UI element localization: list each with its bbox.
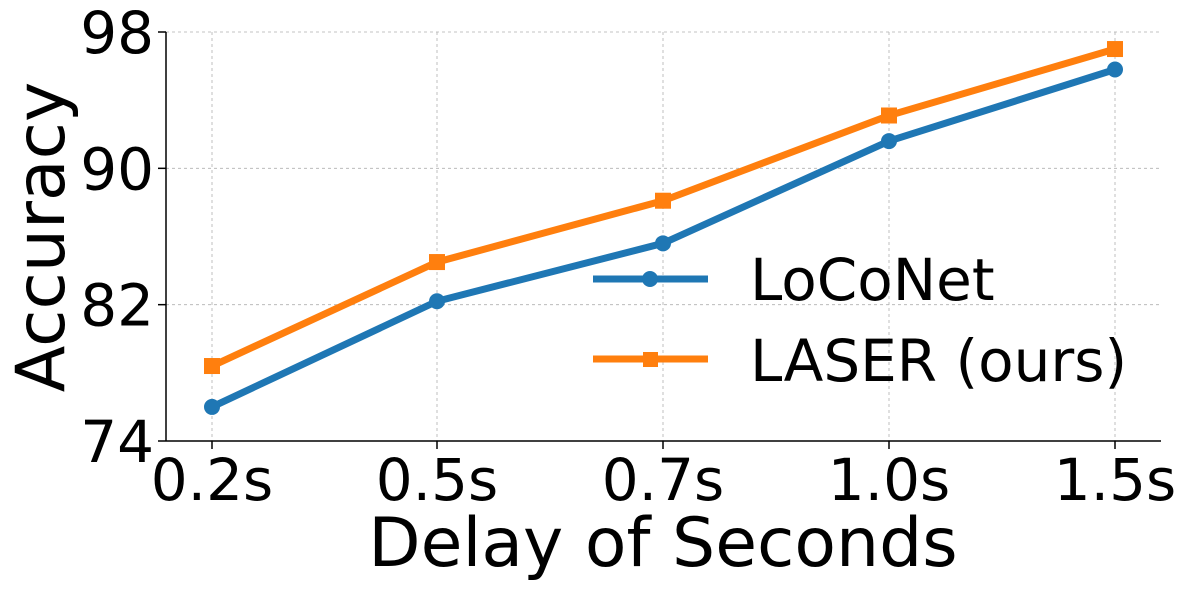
data-point-loconet — [429, 293, 445, 310]
legend-marker-loconet — [642, 271, 658, 287]
x-tick-label: 0.2s — [151, 446, 273, 514]
x-tick-label: 0.7s — [602, 446, 724, 514]
x-tick-label: 0.5s — [376, 446, 498, 514]
y-ticks: 74 82 90 98 — [80, 0, 166, 476]
data-point-loconet — [204, 398, 220, 415]
data-point-loconet — [881, 133, 897, 150]
data-point-laser — [1107, 41, 1123, 58]
data-point-laser — [881, 107, 897, 124]
legend-marker-laser — [643, 352, 658, 367]
x-tick-label: 1.0s — [828, 446, 950, 514]
legend: LoCoNet LASER (ours) — [593, 246, 1127, 395]
legend-label-loconet: LoCoNet — [750, 246, 995, 314]
data-point-loconet — [655, 235, 671, 252]
data-point-laser — [429, 254, 445, 271]
y-axis-label: Accuracy — [2, 82, 81, 392]
x-ticks: 0.2s 0.5s 0.7s 1.0s 1.5s — [151, 441, 1176, 514]
legend-entry-laser: LASER (ours) — [593, 327, 1127, 395]
y-tick-label: 90 — [80, 135, 154, 203]
data-point-laser — [204, 358, 220, 375]
data-point-laser — [655, 192, 671, 209]
x-tick-label: 1.5s — [1054, 446, 1176, 514]
legend-entry-loconet: LoCoNet — [593, 246, 995, 314]
y-tick-label: 74 — [80, 408, 154, 476]
y-tick-label: 98 — [80, 0, 154, 67]
series-layer — [204, 41, 1123, 415]
y-tick-label: 82 — [80, 272, 154, 340]
legend-label-laser: LASER (ours) — [750, 327, 1127, 395]
x-axis-label: Delay of Seconds — [368, 504, 957, 583]
data-point-loconet — [1107, 61, 1123, 78]
